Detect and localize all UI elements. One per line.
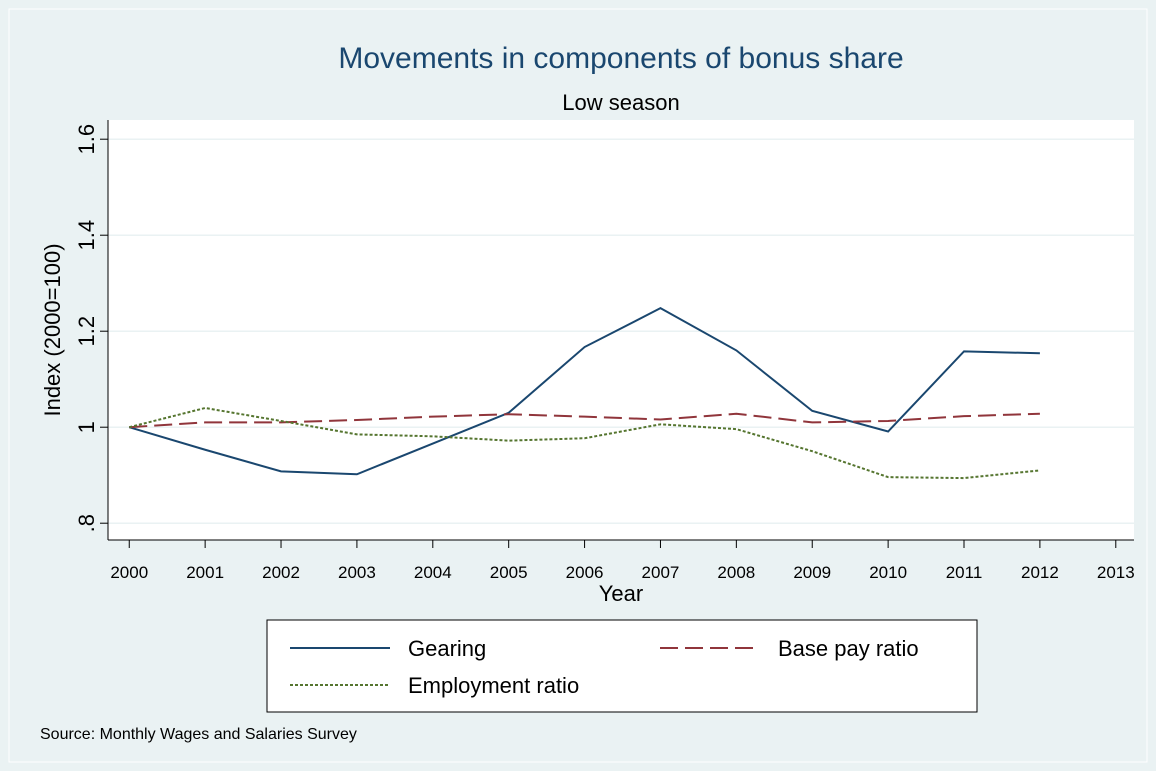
x-tick-label: 2001 [186, 563, 224, 582]
x-tick-label: 2008 [717, 563, 755, 582]
series-line [129, 412, 1040, 429]
source-note: Source: Monthly Wages and Salaries Surve… [40, 726, 357, 743]
y-axis-label: Index (2000=100) [40, 243, 65, 416]
x-tick-label: 2003 [338, 563, 376, 582]
x-tick-label: 2005 [490, 563, 528, 582]
y-tick-label: .8 [74, 514, 99, 532]
x-tick-label: 2000 [110, 563, 148, 582]
plot-area [108, 120, 1134, 540]
series-line [129, 406, 1041, 480]
chart-subtitle: Low season [562, 90, 679, 115]
x-tick-label: 2012 [1021, 563, 1059, 582]
y-tick-label: 1.4 [74, 220, 99, 251]
x-tick-label: 2010 [869, 563, 907, 582]
x-tick-label: 2007 [642, 563, 680, 582]
series-line [128, 307, 1040, 476]
legend-label: Gearing [408, 636, 486, 661]
x-tick-label: 2004 [414, 563, 452, 582]
x-tick-label: 2006 [566, 563, 604, 582]
x-tick-label: 2002 [262, 563, 300, 582]
legend [266, 619, 978, 713]
legend-label: Employment ratio [408, 673, 579, 698]
x-tick-label: 2013 [1097, 563, 1135, 582]
x-tick-label: 2009 [793, 563, 831, 582]
x-tick-label: 2011 [946, 563, 983, 582]
legend-label: Base pay ratio [778, 636, 919, 661]
y-tick-label: 1 [74, 421, 99, 433]
chart-title: Movements in components of bonus share [338, 42, 903, 75]
y-tick-label: 1.2 [74, 316, 99, 347]
x-axis-label: Year [599, 581, 643, 606]
y-tick-label: 1.6 [74, 124, 99, 155]
